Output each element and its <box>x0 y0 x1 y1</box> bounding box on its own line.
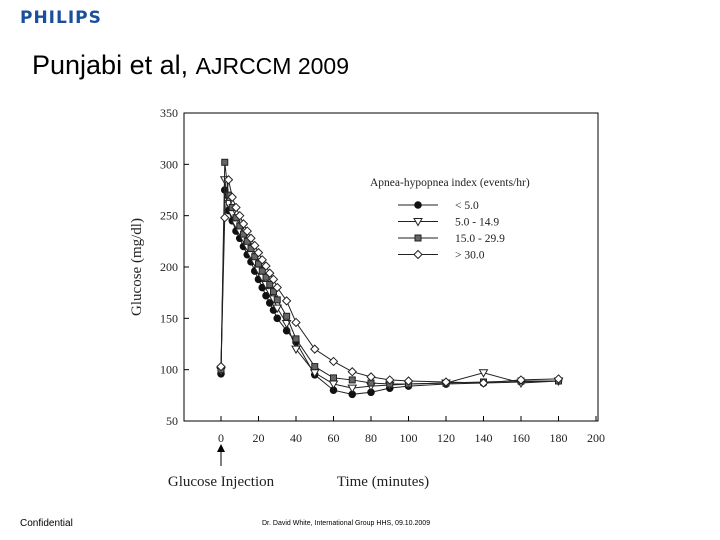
data-point <box>272 282 282 293</box>
data-point <box>553 374 564 384</box>
data-point <box>261 261 271 271</box>
data-point <box>414 234 422 242</box>
data-point <box>268 274 279 285</box>
legend-label: 5.0 - 14.9 <box>455 217 499 229</box>
data-point <box>255 260 262 268</box>
data-point <box>265 268 275 278</box>
philips-logo: PHILIPS <box>20 8 102 28</box>
data-point <box>413 249 423 260</box>
data-point <box>250 240 260 251</box>
series-line <box>220 189 559 395</box>
x-tick-label: 20 <box>253 431 265 445</box>
page-title: Punjabi et al, AJRCCM 2009 <box>32 50 349 81</box>
y-tick-label: 50 <box>166 414 178 428</box>
data-point <box>216 361 226 372</box>
series-4 <box>216 175 564 388</box>
x-axis-label: Time (minutes) <box>337 474 429 490</box>
series-line <box>220 162 559 385</box>
data-point <box>283 312 291 320</box>
data-point <box>291 345 301 355</box>
data-point <box>347 384 358 394</box>
legend-title: Apnea-hypopnea index (events/hr) <box>370 177 530 189</box>
x-tick-label: 0 <box>218 431 224 445</box>
legend-label: > 30.0 <box>455 250 485 262</box>
x-tick-label: 160 <box>512 431 530 445</box>
glucose-injection-annotation: Glucose Injection <box>168 474 275 490</box>
data-point <box>330 374 337 382</box>
data-point <box>221 158 229 166</box>
data-point <box>238 219 249 229</box>
data-point <box>311 363 319 371</box>
x-tick-label: 40 <box>290 431 302 445</box>
footer-author: Dr. David White, International Group HHS… <box>262 520 431 527</box>
data-point <box>281 296 292 306</box>
y-tick-label: 300 <box>160 157 178 171</box>
data-point <box>441 377 451 387</box>
data-point <box>262 273 270 281</box>
legend-label: < 5.0 <box>455 200 479 212</box>
data-point <box>414 201 422 209</box>
data-point <box>266 280 274 288</box>
y-tick-label: 150 <box>160 311 178 325</box>
data-point <box>291 317 301 328</box>
data-point <box>478 378 489 388</box>
data-point <box>347 367 357 377</box>
data-point <box>242 226 252 236</box>
data-point <box>273 314 282 323</box>
data-point <box>223 175 234 185</box>
y-tick-label: 250 <box>160 209 178 223</box>
series-line <box>220 179 559 384</box>
data-point <box>270 288 277 296</box>
title-authors: Punjabi et al, <box>32 50 189 80</box>
data-point <box>258 267 266 275</box>
data-point <box>273 296 281 304</box>
x-tick-label: 80 <box>365 431 377 445</box>
data-point <box>478 369 489 378</box>
data-point <box>516 375 526 385</box>
footer-confidential: Confidential <box>20 518 73 529</box>
y-tick-label: 200 <box>160 260 178 274</box>
data-point <box>246 233 256 243</box>
data-point <box>235 210 245 221</box>
x-tick-label: 120 <box>437 431 455 445</box>
data-point <box>413 218 423 227</box>
y-tick-label: 350 <box>160 106 178 120</box>
data-point <box>227 192 237 202</box>
data-point <box>253 247 264 258</box>
legend-label: 15.0 - 29.9 <box>455 233 505 245</box>
x-tick-label: 200 <box>587 431 605 445</box>
data-point <box>403 376 414 386</box>
data-point <box>385 375 395 385</box>
data-point <box>328 356 339 367</box>
data-point <box>292 335 300 343</box>
plot-frame <box>183 112 599 422</box>
y-tick-label: 100 <box>160 363 178 377</box>
title-citation: AJRCCM 2009 <box>195 53 350 79</box>
data-point <box>251 253 259 261</box>
data-point <box>310 344 320 354</box>
injection-arrow-head <box>217 444 225 452</box>
x-tick-label: 140 <box>475 431 493 445</box>
x-tick-label: 180 <box>550 431 568 445</box>
x-tick-label: 100 <box>400 431 418 445</box>
data-point <box>231 202 241 213</box>
y-axis-label: Glucose (mg/dl) <box>129 218 145 316</box>
data-point <box>257 255 267 265</box>
data-point <box>220 213 230 223</box>
x-tick-label: 60 <box>328 431 340 445</box>
data-point <box>366 372 376 382</box>
data-point <box>348 376 356 384</box>
data-point <box>272 304 283 314</box>
